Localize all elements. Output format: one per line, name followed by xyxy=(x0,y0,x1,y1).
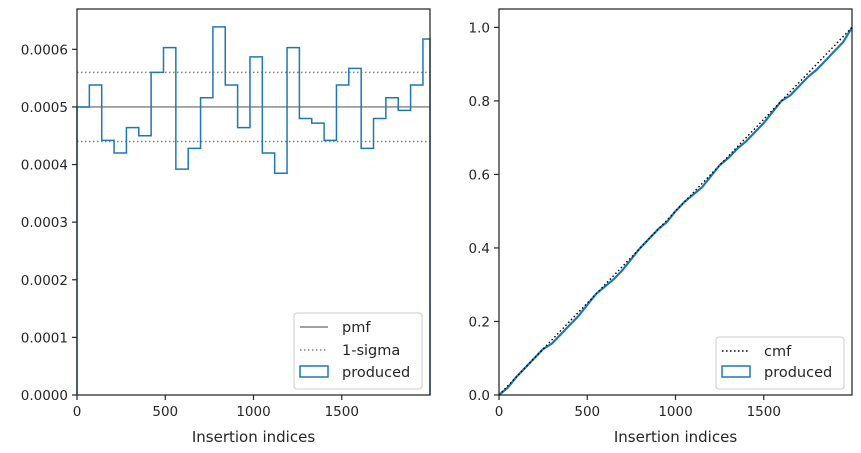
x-tick-label: 1000 xyxy=(658,404,692,420)
legend-box xyxy=(293,312,423,390)
y-tick-label: 0.0002 xyxy=(21,273,68,289)
cmf-line-panel: 0 500 1000 1500 0.0 0.2 0.4 0.6 0.8 1.0 Insertion … xyxy=(469,8,853,446)
legend-cmf-label: cmf xyxy=(764,344,792,360)
legend-box xyxy=(715,336,845,390)
produced-cumulative-line xyxy=(498,26,853,396)
y-tick-label: 0.0005 xyxy=(21,100,68,116)
legend-produced-swatch xyxy=(721,365,751,378)
legend-produced-label: produced xyxy=(342,365,410,381)
y-tick-label: 0.0004 xyxy=(21,158,68,174)
produced-step-histogram xyxy=(76,26,431,395)
y-tick-label: 0.0006 xyxy=(21,42,68,58)
x-tick-label: 1500 xyxy=(325,404,359,420)
legend-sigma-label: 1-sigma xyxy=(342,343,400,359)
y-tick-label: 0.2 xyxy=(469,314,490,330)
pmf-histogram-panel: 0 500 1000 1500 0.0000 0.0001 0.0002 0.0003 0.00… xyxy=(21,8,431,446)
y-tick-label: 0.4 xyxy=(469,241,490,257)
y-tick-label: 0.0001 xyxy=(21,330,68,346)
legend-produced-label: produced xyxy=(764,365,832,381)
x-tick-label: 0 xyxy=(73,404,82,420)
y-tick-label: 0.0 xyxy=(469,388,490,404)
y-tick-label: 0.0003 xyxy=(21,215,68,231)
y-tick-label: 0.8 xyxy=(469,94,490,110)
x-tick-label: 500 xyxy=(574,404,600,420)
x-tick-label: 1000 xyxy=(236,404,270,420)
cmf-line xyxy=(498,26,853,396)
x-tick-label: 500 xyxy=(152,404,178,420)
y-tick-label: 0.6 xyxy=(469,167,490,183)
x-tick-label: 1500 xyxy=(747,404,781,420)
y-tick-label: 0.0000 xyxy=(21,388,68,404)
x-tick-label: 0 xyxy=(495,404,504,420)
legend-produced-swatch xyxy=(299,365,329,378)
x-axis-label: Insertion indices xyxy=(614,428,737,446)
y-tick-label: 1.0 xyxy=(469,20,490,36)
legend-pmf-label: pmf xyxy=(342,320,371,336)
x-axis-label: Insertion indices xyxy=(192,428,315,446)
